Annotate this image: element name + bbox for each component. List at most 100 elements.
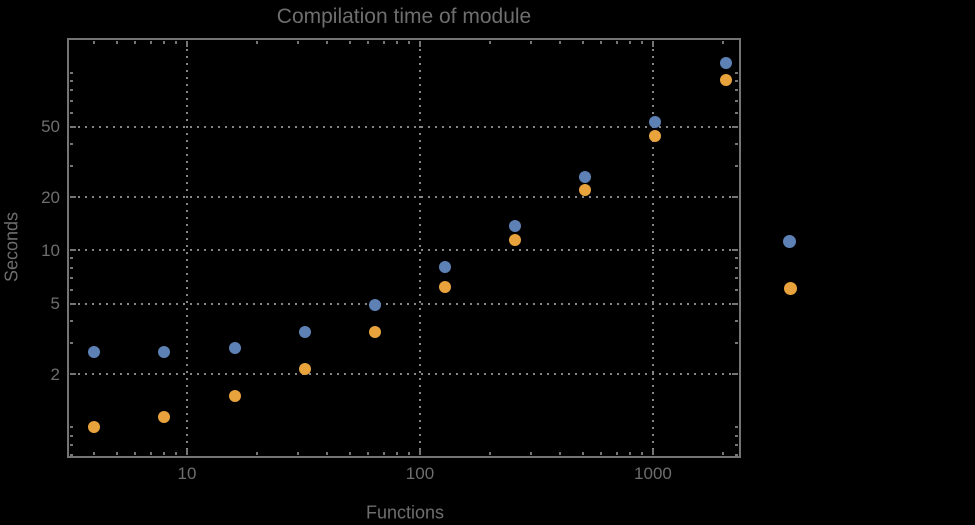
data-point-series-orange <box>158 410 171 423</box>
y-tick <box>735 319 738 322</box>
x-tick <box>722 41 725 44</box>
y-gridline <box>70 302 737 305</box>
x-tick <box>559 452 562 455</box>
x-tick <box>489 452 492 455</box>
x-tick <box>115 41 118 44</box>
x-tick <box>93 452 96 455</box>
data-point-series-orange <box>368 326 381 339</box>
y-tick <box>69 319 73 322</box>
x-tick <box>489 41 492 44</box>
x-gridline <box>418 42 421 454</box>
data-point-series-blue <box>438 260 451 273</box>
x-tick <box>149 41 152 44</box>
x-tick <box>367 452 370 455</box>
data-point-series-blue <box>158 346 171 359</box>
data-point-series-blue <box>649 116 662 129</box>
data-point-series-orange <box>438 281 451 294</box>
y-tick <box>732 249 738 252</box>
x-tick <box>382 452 385 455</box>
x-tick <box>175 452 178 455</box>
y-tick <box>735 164 738 167</box>
y-tick-label: 50 <box>41 117 60 137</box>
y-tick <box>735 341 738 344</box>
data-point-series-blue <box>719 57 732 70</box>
data-point-series-blue <box>228 342 241 355</box>
plot-frame <box>67 38 741 458</box>
x-axis-label: Functions <box>365 502 445 523</box>
x-tick <box>297 452 300 455</box>
data-point-series-orange <box>719 73 732 86</box>
y-tick <box>735 257 738 260</box>
y-tick <box>735 266 738 269</box>
x-tick <box>581 41 584 44</box>
y-tick <box>732 302 738 305</box>
data-point-series-blue <box>298 326 311 339</box>
y-tick <box>735 142 738 145</box>
y-tick <box>735 443 738 446</box>
y-tick <box>735 288 738 291</box>
y-tick-label: 2 <box>50 364 60 384</box>
y-tick <box>69 142 73 145</box>
x-tick-label: 100 <box>405 464 435 483</box>
y-tick <box>735 426 738 429</box>
x-tick <box>382 41 385 44</box>
x-tick-label: 10 <box>177 464 197 483</box>
x-tick <box>93 41 96 44</box>
x-tick <box>256 452 259 455</box>
legend-marker-1 <box>783 281 797 295</box>
y-tick <box>69 99 73 102</box>
legend-marker-0 <box>783 234 796 248</box>
x-tick <box>163 452 166 455</box>
x-gridline <box>651 42 654 454</box>
data-point-series-orange <box>88 421 101 434</box>
x-tick <box>396 452 399 455</box>
x-tick <box>408 41 411 44</box>
y-tick <box>69 302 76 305</box>
y-tick <box>69 426 73 429</box>
x-tick <box>581 452 584 455</box>
data-point-series-blue <box>509 219 522 232</box>
y-tick <box>732 373 738 376</box>
data-point-series-orange <box>228 390 241 403</box>
x-tick <box>600 41 603 44</box>
y-tick <box>69 72 73 75</box>
y-tick <box>735 434 738 437</box>
y-tick <box>69 80 73 83</box>
y-tick <box>735 276 738 279</box>
y-tick <box>69 341 73 344</box>
y-tick <box>69 111 73 114</box>
x-tick <box>149 452 152 455</box>
y-tick <box>735 80 738 83</box>
y-tick <box>69 453 73 456</box>
x-tick <box>326 452 329 455</box>
x-tick <box>418 449 421 455</box>
data-point-series-orange <box>298 362 311 375</box>
x-tick <box>530 41 533 44</box>
x-tick <box>134 41 137 44</box>
y-tick <box>69 257 73 260</box>
x-tick <box>348 452 351 455</box>
data-point-series-orange <box>649 130 662 143</box>
y-tick <box>732 196 738 199</box>
x-tick <box>722 452 725 455</box>
x-tick <box>115 452 118 455</box>
x-tick <box>348 41 351 44</box>
x-tick <box>559 41 562 44</box>
y-tick <box>69 276 73 279</box>
y-tick-label: 5 <box>50 294 60 314</box>
data-point-series-blue <box>368 299 381 312</box>
y-tick <box>735 99 738 102</box>
y-gridline <box>70 249 737 252</box>
x-tick <box>256 41 259 44</box>
x-tick <box>408 452 411 455</box>
y-tick-label: 20 <box>41 187 60 207</box>
x-tick <box>186 41 188 47</box>
x-tick <box>418 41 421 47</box>
x-tick <box>134 452 137 455</box>
y-tick <box>69 89 73 92</box>
data-point-series-orange <box>509 233 522 246</box>
data-point-series-orange <box>579 183 592 196</box>
x-tick <box>396 41 399 44</box>
y-tick <box>735 72 738 75</box>
